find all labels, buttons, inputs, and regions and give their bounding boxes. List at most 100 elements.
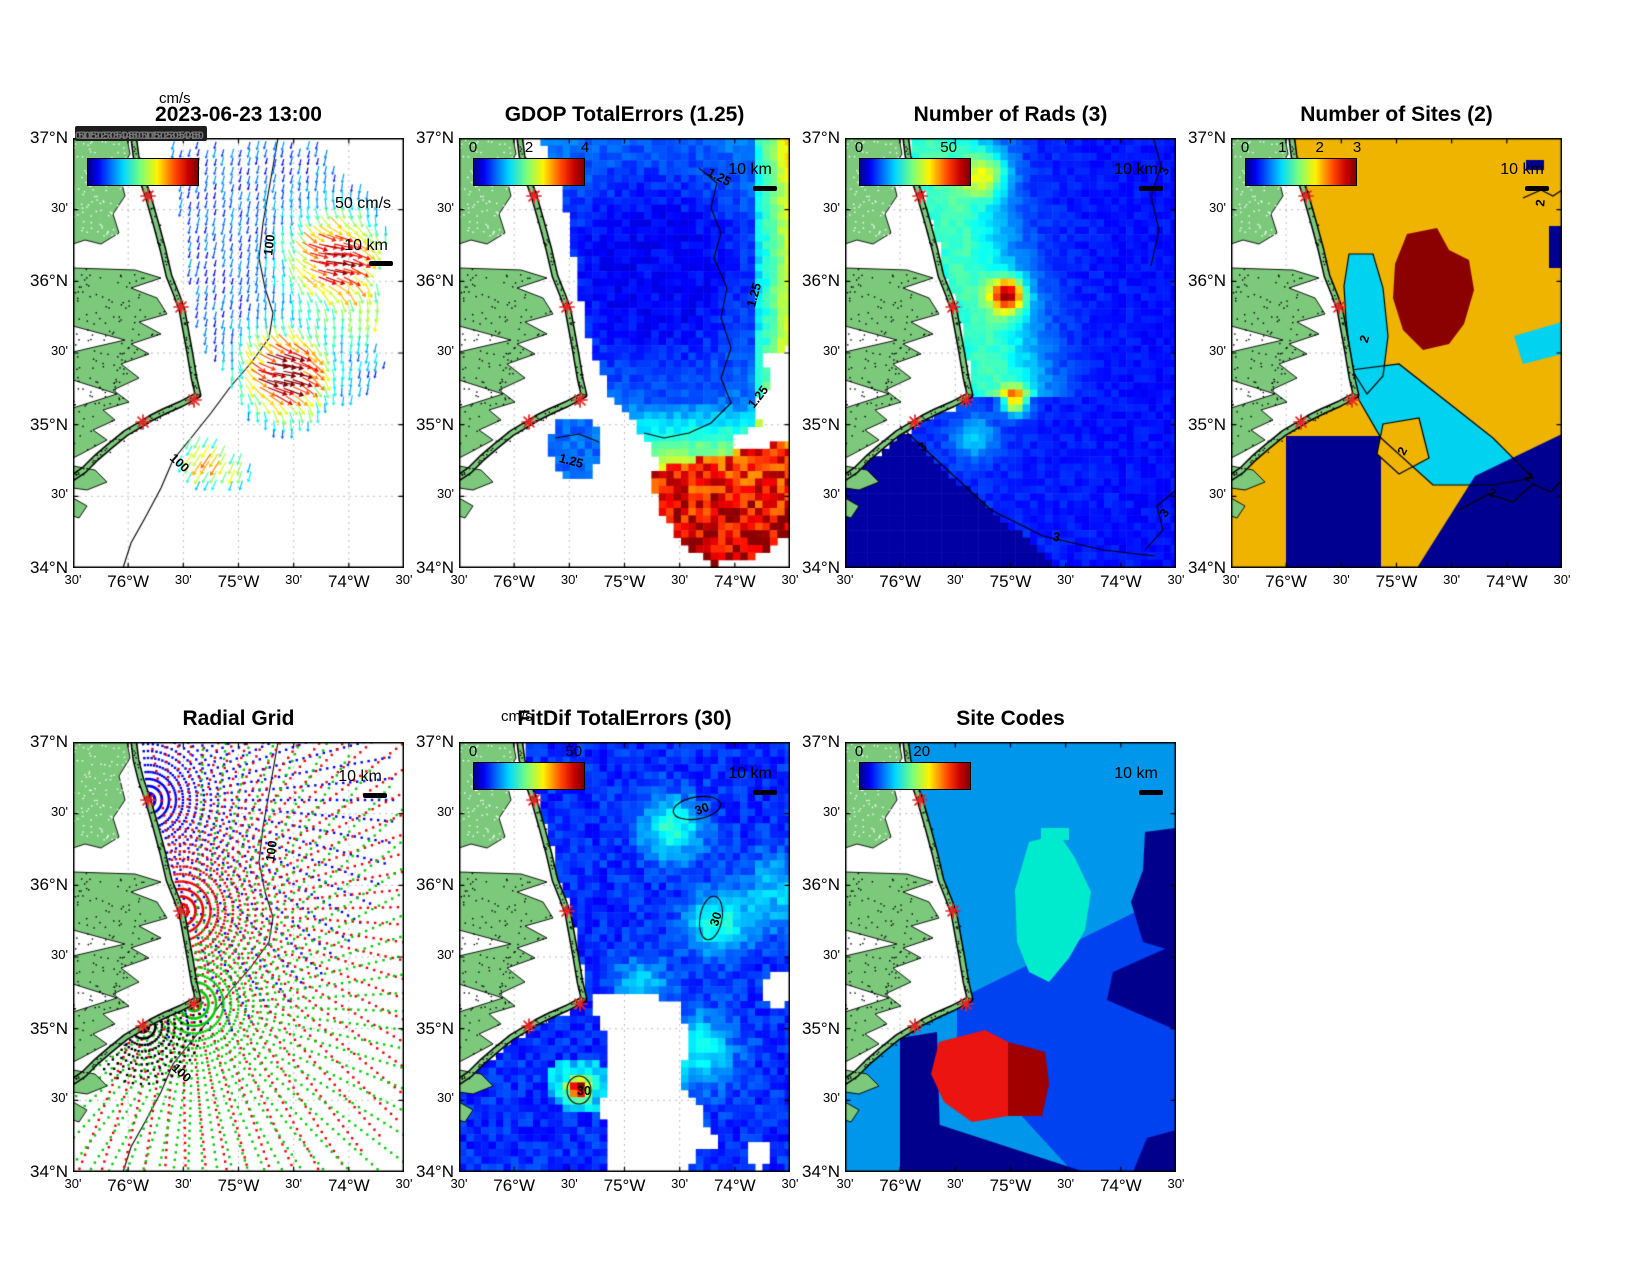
lat-tick-label: 30' xyxy=(823,199,840,215)
panel-sitecodes: Site Codes 0 20 10 km 37°N 30' 36°N 30' 35°N 30' 3… xyxy=(802,707,1184,1195)
lon-tick-label: 30' xyxy=(174,572,192,587)
lon-tick-label: 30' xyxy=(781,572,799,587)
lon-tick-label: 75°W xyxy=(217,572,260,591)
scale-bar-fitdif xyxy=(753,790,777,795)
lat-tick-label: 36°N xyxy=(802,271,840,291)
scale-bar-radial xyxy=(363,793,387,798)
scale-bar-sites xyxy=(1525,186,1549,191)
lon-tick-label: 75°W xyxy=(603,572,646,591)
colorbar-tick: 0 xyxy=(854,139,864,156)
panel-title-sites: Number of Sites (2) xyxy=(1300,103,1493,126)
colorbar-tick: 0 xyxy=(468,743,478,760)
lat-tick-label: 30' xyxy=(51,486,68,502)
scale-bar-currents xyxy=(369,261,393,266)
scale-label-sitecodes: 10 km xyxy=(1114,765,1158,782)
lat-tick-label: 30' xyxy=(823,486,840,502)
lat-tick-label: 30' xyxy=(437,1090,454,1106)
lat-tick-label: 30' xyxy=(51,1090,68,1106)
lon-tick-label: 74°W xyxy=(713,572,756,591)
lat-tick-label: 37°N xyxy=(802,732,840,751)
panel-sites: Number of Sites (2) 0 1 2 3 10 km 2 2 2 2 2 37°N 30'… xyxy=(1188,103,1570,591)
lat-tick-label: 37°N xyxy=(1188,128,1226,147)
map-currents xyxy=(73,138,404,568)
lat-tick-label: 30' xyxy=(437,947,454,962)
lon-tick-label: 30' xyxy=(1553,572,1571,587)
contour-label-currents: 100 xyxy=(261,233,278,257)
lat-tick-label: 30' xyxy=(1209,199,1226,215)
map-rads xyxy=(845,138,1176,568)
lon-tick-label: 74°W xyxy=(1099,1176,1142,1195)
lat-tick-label: 36°N xyxy=(30,271,68,291)
lat-tick-label: 34°N xyxy=(30,558,68,577)
scale-label-rads: 10 km xyxy=(1114,161,1158,178)
lat-tick-label: 30' xyxy=(51,947,68,962)
lat-tick-label: 35°N xyxy=(30,1018,68,1038)
vector-legend: 50 cm/s xyxy=(335,195,392,212)
lon-tick-label: 30' xyxy=(285,1176,303,1191)
scale-label-sites: 10 km xyxy=(1500,161,1544,178)
lon-tick-label: 30' xyxy=(1167,572,1185,587)
colorbar-currents xyxy=(87,158,199,186)
lon-tick-label: 74°W xyxy=(713,1176,756,1195)
lon-tick-label: 30' xyxy=(1057,572,1075,587)
lon-tick-label: 75°W xyxy=(603,1176,646,1195)
lat-tick-label: 30' xyxy=(51,343,68,358)
lat-tick-label: 30' xyxy=(437,803,454,819)
lon-tick-label: 76°W xyxy=(879,572,922,591)
lon-tick-label: 30' xyxy=(450,1176,468,1191)
panel-title-radial: Radial Grid xyxy=(182,707,295,730)
panel-title-rads: Number of Rads (3) xyxy=(913,103,1108,126)
lon-tick-label: 30' xyxy=(285,572,303,587)
scale-bar-rads xyxy=(1139,186,1163,191)
panel-title-currents: 2023-06-23 13:00 xyxy=(155,103,322,126)
lat-tick-label: 34°N xyxy=(416,1162,454,1181)
lon-tick-label: 30' xyxy=(174,1176,192,1191)
scale-label-fitdif: 10 km xyxy=(728,765,772,782)
lat-tick-label: 34°N xyxy=(802,1162,840,1181)
lon-tick-label: 30' xyxy=(671,1176,689,1191)
panel-rads: Number of Rads (3) 0 50 10 km 3 3 3 3 37°N 30' 36°… xyxy=(802,103,1184,591)
contour-label-sites: 2 xyxy=(1533,198,1548,208)
scale-label-currents: 10 km xyxy=(344,237,388,254)
colorbar-fitdif xyxy=(473,762,585,790)
colorbar-tick: 2 xyxy=(1315,139,1324,156)
lat-tick-label: 35°N xyxy=(30,414,68,434)
lon-tick-label: 76°W xyxy=(1265,572,1308,591)
lat-tick-label: 35°N xyxy=(802,1018,840,1038)
map-fitdif xyxy=(459,742,790,1172)
lat-tick-label: 30' xyxy=(823,1090,840,1106)
colorbar-tick: 0 xyxy=(468,139,478,156)
lon-tick-label: 30' xyxy=(1222,572,1240,587)
scale-label-radial: 10 km xyxy=(338,768,382,785)
panel-currents: 2023-06-23 13:00 cm/s 0 5 10 15 20 25 30 3… xyxy=(30,90,412,591)
lat-tick-label: 34°N xyxy=(1188,558,1226,577)
lat-tick-label: 36°N xyxy=(416,875,454,895)
lon-tick-label: 30' xyxy=(946,1176,964,1191)
lon-tick-label: 75°W xyxy=(217,1176,260,1195)
lat-tick-label: 35°N xyxy=(416,414,454,434)
lon-tick-label: 74°W xyxy=(1099,572,1142,591)
lat-tick-label: 37°N xyxy=(30,128,68,147)
colorbar-tick: 3 xyxy=(1352,139,1362,156)
lon-tick-label: 76°W xyxy=(107,572,150,591)
colorbar-tick: 0 xyxy=(854,743,864,760)
colorbar-tick: 50 xyxy=(940,139,957,156)
colorbar-sites xyxy=(1245,158,1357,186)
lat-tick-label: 36°N xyxy=(1188,271,1226,291)
lat-tick-label: 30' xyxy=(437,343,454,358)
lat-tick-label: 30' xyxy=(823,803,840,819)
map-radial xyxy=(73,742,404,1172)
lat-tick-label: 35°N xyxy=(416,1018,454,1038)
panel-radial: Radial Grid 10 km 100 100 37°N 30' 36°N 30' 35°N… xyxy=(30,707,412,1195)
colorbar-ticks-garbled-text: 0 5 10 15 20 25 30 35 40 45 50 0 5 10 15… xyxy=(75,130,204,141)
lat-tick-label: 35°N xyxy=(1188,414,1226,434)
lat-tick-label: 34°N xyxy=(30,1162,68,1181)
scale-label-gdop: 10 km xyxy=(728,161,772,178)
lat-tick-label: 36°N xyxy=(802,875,840,895)
lon-tick-label: 76°W xyxy=(493,572,536,591)
lat-tick-label: 30' xyxy=(51,803,68,819)
colorbar-sitecodes xyxy=(859,762,971,790)
lon-tick-label: 30' xyxy=(560,1176,578,1191)
lon-tick-label: 76°W xyxy=(879,1176,922,1195)
